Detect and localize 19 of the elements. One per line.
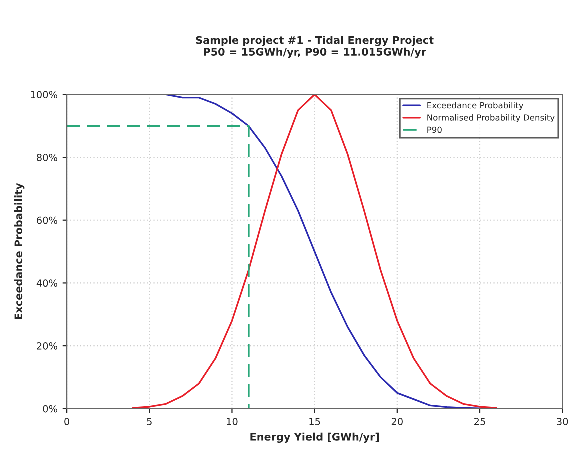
- x-tick-label: 5: [147, 418, 152, 426]
- y-tick-label: 0%: [43, 405, 58, 413]
- x-tick-label: 10: [227, 418, 238, 426]
- x-tick-label: 30: [557, 418, 568, 426]
- x-tick-label: 25: [474, 418, 486, 426]
- y-axis-title: Exceedance Probability: [14, 183, 25, 320]
- x-tick-label: 15: [310, 418, 320, 426]
- y-tick-label: 40%: [36, 280, 58, 288]
- chart-title: Sample project #1 - Tidal Energy Project P50 = 15GWh/yr, P90 = 11.015GWh/yr: [196, 36, 434, 58]
- y-tick-label: 100%: [31, 91, 58, 99]
- legend-label: P90: [428, 126, 442, 134]
- x-axis-title: Energy Yield [GWh/yr]: [250, 432, 379, 444]
- legend-label: Normalised Probability Density: [428, 114, 555, 123]
- y-tick-label: 20%: [37, 342, 58, 350]
- x-tick-label: 0: [64, 418, 70, 426]
- legend-label: Exceedance Probability: [428, 102, 524, 110]
- y-tick-label: 80%: [37, 154, 58, 162]
- y-tick-label: 60%: [37, 216, 58, 224]
- x-tick-label: 20: [392, 418, 403, 426]
